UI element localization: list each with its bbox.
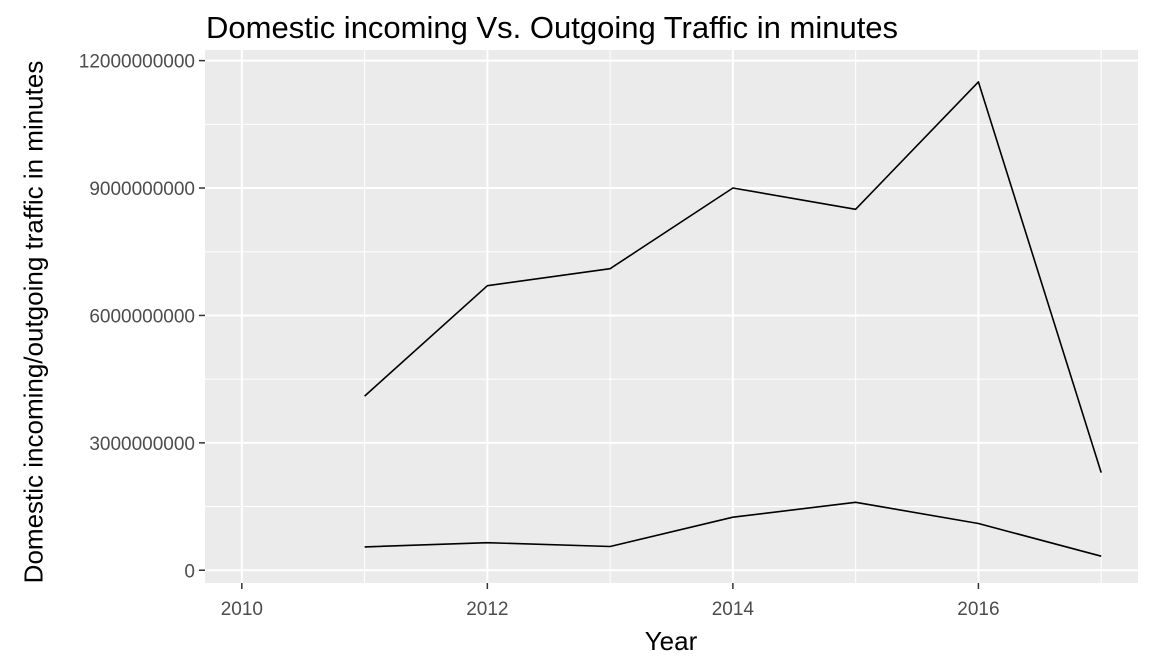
axis-ticks: 0 3000000000 6000000000 9000000000 120000000… [79,52,1000,620]
x-tick-label: 2016 [957,599,999,620]
y-tick-label: 6000000000 [89,306,195,327]
y-tick-label: 0 [184,561,195,582]
y-tick-label: 3000000000 [89,434,195,455]
plot-panel [205,50,1138,583]
y-tick-label: 9000000000 [89,179,195,200]
x-tick-label: 2014 [712,599,755,620]
y-tick-label: 12000000000 [79,52,195,73]
x-tick-label: 2012 [466,599,508,620]
chart-title: Domestic incoming Vs. Outgoing Traffic i… [206,10,899,45]
series-line-1 [364,81,1102,473]
major-grid [205,50,1138,583]
x-axis-label: Year [644,626,698,656]
series-line-2 [364,501,1102,557]
minor-grid [205,50,1138,583]
series-lines [364,81,1102,557]
x-tick-label: 2010 [221,599,263,620]
